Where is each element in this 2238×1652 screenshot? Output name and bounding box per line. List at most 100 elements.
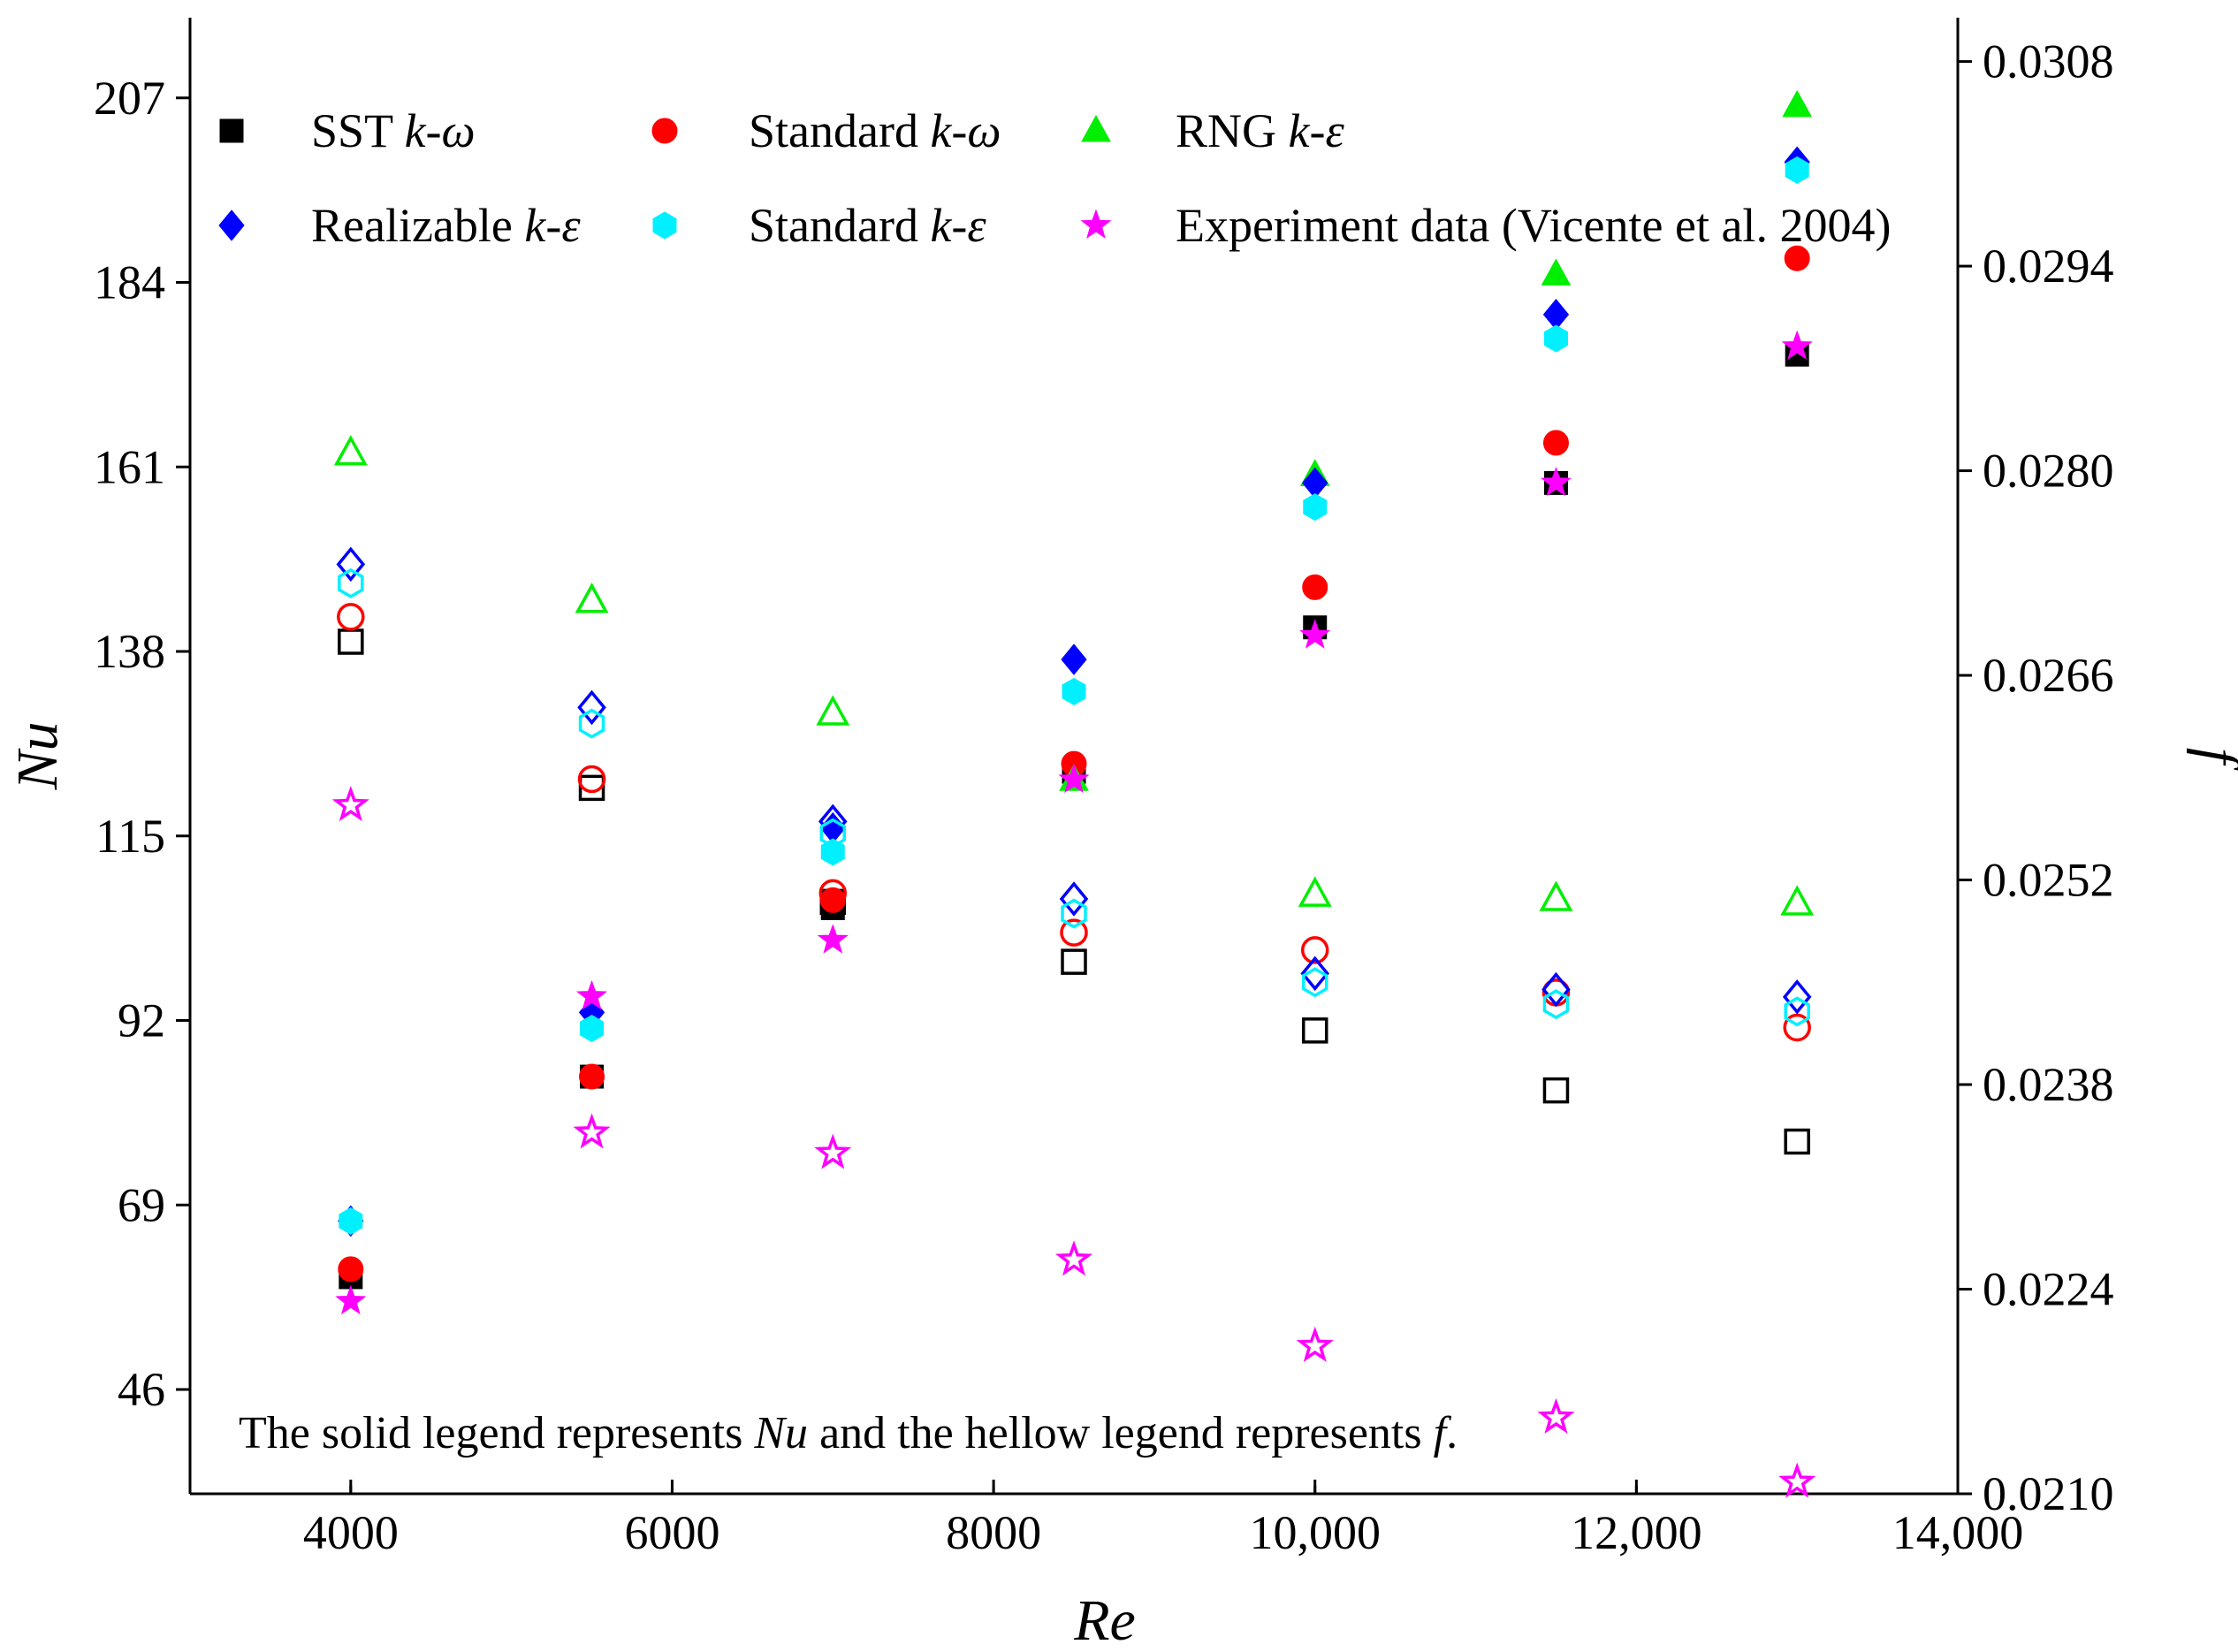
legend-marker bbox=[652, 211, 677, 240]
legend-marker bbox=[1080, 209, 1112, 239]
x-tick-label: 6000 bbox=[624, 1506, 719, 1559]
nu-point bbox=[1302, 574, 1328, 600]
f-point bbox=[331, 786, 369, 822]
nu-point bbox=[1542, 430, 1569, 456]
nu-point bbox=[580, 1015, 605, 1043]
nu-point bbox=[1061, 643, 1087, 675]
y-tick-label: 207 bbox=[94, 72, 165, 125]
series-4 bbox=[338, 156, 1810, 1235]
f-point bbox=[1537, 1397, 1575, 1434]
nu-point bbox=[1299, 619, 1331, 649]
f-point bbox=[1296, 1326, 1334, 1362]
y-tick-label: 92 bbox=[118, 994, 165, 1047]
f-point bbox=[1542, 989, 1570, 1020]
f-point bbox=[1054, 1240, 1093, 1276]
f-point bbox=[578, 774, 605, 802]
y2-tick-label: 0.0238 bbox=[1983, 1058, 2114, 1111]
legend-label: Standard k-ε bbox=[749, 199, 986, 252]
nu-point bbox=[1785, 156, 1809, 185]
y2-tick-label: 0.0280 bbox=[1983, 445, 2114, 498]
nu-point bbox=[1062, 677, 1086, 705]
f-point bbox=[1298, 876, 1332, 907]
legend-label: RNG k-ε bbox=[1176, 104, 1344, 157]
legend-label: Realizable k-ε bbox=[311, 199, 581, 252]
y2-tick-label: 0.0308 bbox=[1983, 35, 2114, 88]
y2-tick-label: 0.0294 bbox=[1983, 240, 2114, 293]
y2-axis-title: f bbox=[2186, 748, 2238, 771]
nu-point bbox=[1784, 245, 1810, 271]
f-point bbox=[1059, 881, 1089, 917]
nu-point bbox=[1781, 330, 1813, 361]
legend-item: Standard k-ε bbox=[652, 199, 986, 252]
legend-marker bbox=[218, 209, 245, 241]
f-point bbox=[338, 628, 364, 655]
x-tick-label: 10,000 bbox=[1249, 1506, 1381, 1559]
f-point bbox=[1784, 996, 1810, 1027]
f-point bbox=[573, 1113, 611, 1149]
nu-point bbox=[1782, 89, 1813, 118]
y-tick-label: 69 bbox=[118, 1178, 165, 1231]
nu-point bbox=[575, 979, 608, 1010]
legend-marker bbox=[219, 118, 244, 143]
x-tick-label: 14,000 bbox=[1892, 1506, 2024, 1559]
legend-label-model: k-ε bbox=[1289, 104, 1345, 157]
f-point bbox=[1539, 880, 1573, 911]
nu-point bbox=[339, 1207, 363, 1235]
y2-tick-label: 0.0266 bbox=[1983, 649, 2114, 702]
f-point bbox=[1060, 918, 1088, 947]
series-1 bbox=[337, 245, 1811, 1283]
legend-label-model: k-ε bbox=[524, 199, 581, 252]
legend-label-base: Standard bbox=[749, 104, 930, 157]
nu-point bbox=[335, 1284, 367, 1315]
legend-item: Realizable k-ε bbox=[218, 199, 581, 252]
y-tick-label: 138 bbox=[94, 625, 165, 678]
nu-point bbox=[1540, 466, 1572, 497]
legend-item: RNG k-ε bbox=[1081, 104, 1344, 157]
f-point bbox=[1061, 898, 1087, 929]
f-point bbox=[1301, 1017, 1328, 1044]
f-point bbox=[575, 582, 609, 613]
nu-point bbox=[1058, 763, 1090, 794]
x-tick-label: 8000 bbox=[946, 1506, 1041, 1559]
y-tick-label: 115 bbox=[95, 810, 165, 863]
nu-point bbox=[579, 1063, 605, 1090]
x-axis-title: Re bbox=[1073, 1588, 1136, 1652]
legend-label: Experiment data (Vicente et al. 2004) bbox=[1176, 199, 1891, 252]
legend-label-base: RNG bbox=[1176, 104, 1289, 157]
f-point bbox=[1778, 1462, 1816, 1498]
nu-point bbox=[820, 838, 845, 866]
f-point bbox=[336, 546, 366, 582]
nu-point bbox=[1543, 324, 1568, 353]
legend-label-model: k-ω bbox=[930, 104, 1001, 157]
f-point bbox=[337, 603, 365, 631]
legend-label-model: k-ε bbox=[930, 199, 986, 252]
legend-item: Standard k-ω bbox=[651, 104, 1001, 157]
f-point bbox=[1301, 967, 1328, 998]
nu-point bbox=[1541, 258, 1572, 285]
annotation-part-3: and the hellow legend represents bbox=[808, 1408, 1434, 1458]
y-tick-label: 161 bbox=[94, 440, 165, 493]
legend-label-model: k-ω bbox=[405, 104, 476, 157]
f-point bbox=[1300, 936, 1329, 964]
y-axis-title: Nu bbox=[5, 721, 70, 790]
legend-item: Experiment data (Vicente et al. 2004) bbox=[1080, 199, 1891, 252]
f-point bbox=[333, 435, 368, 466]
series-5 bbox=[331, 330, 1816, 1498]
legend-label-base: Experiment data (Vicente et al. 2004) bbox=[1176, 199, 1891, 252]
y2-tick-label: 0.0252 bbox=[1983, 854, 2114, 907]
annotation-part-2: Nu bbox=[753, 1408, 808, 1458]
f-point bbox=[338, 567, 364, 598]
legend-label-base: Realizable bbox=[311, 199, 524, 252]
f-point bbox=[816, 695, 850, 726]
annotation-part-1: The solid legend represents bbox=[239, 1408, 754, 1458]
legend-label-base: Standard bbox=[749, 199, 930, 252]
f-point bbox=[1061, 948, 1087, 975]
f-point bbox=[814, 1133, 852, 1169]
legend-label: SST k-ω bbox=[311, 104, 476, 157]
y2-tick-label: 0.0210 bbox=[1983, 1467, 2114, 1520]
nu-point bbox=[819, 887, 846, 913]
x-tick-label: 4000 bbox=[303, 1506, 399, 1559]
y2-tick-label: 0.0224 bbox=[1983, 1263, 2114, 1316]
